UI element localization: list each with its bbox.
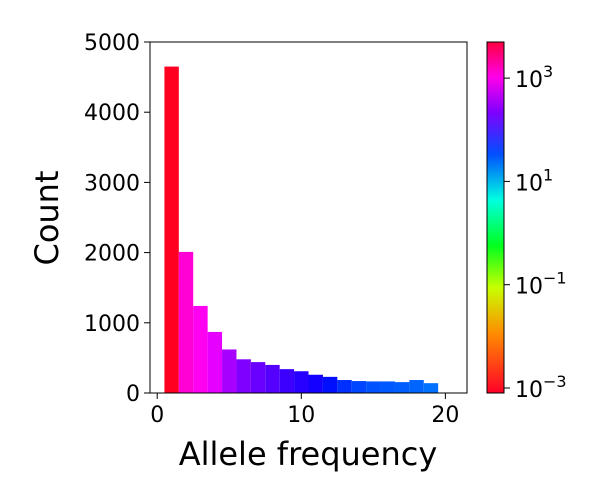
colorbar-tick-label: 10−3 <box>515 372 567 403</box>
x-axis-ticks: 0 10 20 <box>150 393 459 428</box>
y-axis-label: Count <box>28 170 66 265</box>
x-tick-label: 0 <box>150 403 164 428</box>
histogram-bars <box>164 66 439 393</box>
histogram-bar <box>366 381 381 393</box>
y-tick-label: 2000 <box>84 242 140 267</box>
histogram-bar <box>337 380 352 393</box>
histogram-bar <box>279 369 295 393</box>
y-tick-label: 5000 <box>84 31 140 56</box>
histogram-bar <box>351 381 367 393</box>
histogram-bar <box>423 383 439 393</box>
histogram-bar <box>294 371 309 393</box>
histogram-bar <box>322 376 338 393</box>
histogram-bar <box>265 364 280 393</box>
histogram-bar <box>193 305 208 393</box>
histogram-bar <box>250 362 266 393</box>
y-tick-label: 3000 <box>84 171 140 196</box>
colorbar <box>486 41 505 394</box>
histogram-bar <box>380 381 395 393</box>
colorbar-tick-label: 10−1 <box>515 269 567 300</box>
y-tick-label: 0 <box>126 382 140 407</box>
x-tick-label: 20 <box>431 403 459 428</box>
colorbar-ticks: 10−3 10−1 101 103 <box>504 62 567 403</box>
plot-area-frame <box>149 41 468 394</box>
y-tick-label: 4000 <box>84 101 140 126</box>
colorbar-tick-label: 103 <box>515 62 553 93</box>
y-tick-label: 1000 <box>84 312 140 337</box>
colorbar-tick-label: 101 <box>515 165 553 196</box>
y-axis-ticks: 0 1000 2000 3000 4000 5000 <box>84 31 150 407</box>
x-tick-label: 10 <box>287 403 315 428</box>
histogram-bar <box>394 382 410 393</box>
histogram-bar <box>164 66 179 393</box>
histogram-bar <box>236 359 251 393</box>
histogram-bar <box>308 374 323 393</box>
histogram-bar <box>178 251 194 393</box>
histogram-bar <box>409 380 424 393</box>
histogram-bar <box>222 349 237 393</box>
histogram-bar <box>207 331 223 393</box>
x-axis-label: Allele frequency <box>179 435 438 473</box>
